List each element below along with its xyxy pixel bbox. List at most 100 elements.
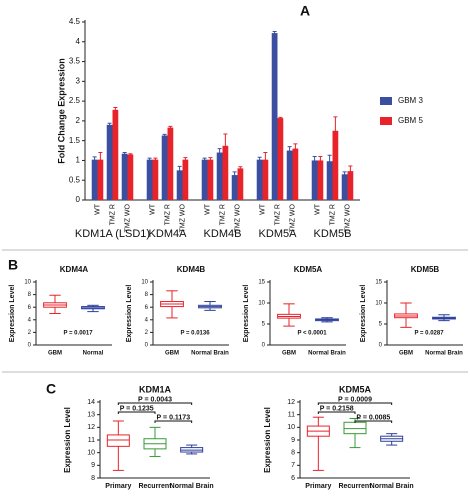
y-tick-label: 11	[288, 412, 295, 419]
error-bar	[217, 148, 222, 157]
error-bar	[168, 125, 173, 130]
y-tick-label: 14	[87, 399, 95, 406]
bar	[201, 159, 208, 200]
y-tick-label: 7	[291, 462, 295, 469]
error-bar	[263, 152, 268, 168]
bar	[311, 160, 318, 200]
significance-label: P = 0.0043	[138, 396, 172, 403]
box	[343, 421, 367, 435]
y-axis-label: Expression Level	[9, 285, 16, 343]
y-tick-label: 9	[291, 437, 295, 444]
bar	[106, 124, 113, 200]
bar	[326, 161, 333, 200]
error-bar	[232, 171, 237, 179]
y-tick-label: 6	[291, 475, 295, 482]
y-axis-label: Expression Level	[243, 285, 250, 343]
x-tick-label: TMZ WO	[124, 203, 131, 232]
y-tick-label: 6	[145, 305, 149, 311]
y-tick-label: 0	[145, 343, 149, 349]
y-tick-label: 4.5	[69, 17, 81, 26]
x-tick-label: WT	[314, 203, 321, 215]
error-bar	[128, 153, 133, 156]
x-tick-label: Normal Brain	[370, 483, 414, 490]
panel-label: B	[8, 257, 18, 273]
y-tick-label: 2	[76, 116, 81, 125]
x-tick-label: Normal Brain	[170, 483, 214, 490]
x-tick-label: Normal Brain	[308, 351, 346, 357]
y-tick-label: 2	[145, 330, 149, 336]
x-tick-label: TMZ WO	[234, 203, 241, 232]
annotation: P = 0.0287	[414, 331, 444, 337]
legend-label: GBM 5	[398, 116, 423, 125]
significance-label: P = 0.2158	[320, 405, 354, 412]
error-bar	[223, 133, 228, 159]
y-axis-label: Expression Level	[63, 407, 72, 473]
legend-label: GBM 3	[398, 96, 423, 105]
x-tick-label: TMZ R	[329, 204, 336, 225]
y-axis-label: Expression Level	[263, 407, 272, 473]
group-label: KDM4B	[204, 228, 242, 240]
y-tick-label: 1.5	[69, 136, 81, 145]
panel-label: A	[300, 3, 310, 19]
x-tick-label: TMZ R	[109, 204, 116, 225]
y-tick-label: 2	[28, 330, 32, 336]
y-tick-label: 0	[76, 195, 81, 204]
y-tick-label: 10	[258, 301, 265, 307]
significance-bracket	[154, 420, 193, 423]
y-tick-label: 0	[379, 343, 383, 349]
bar	[216, 152, 223, 200]
x-tick-label: Primary	[105, 483, 131, 490]
error-bar	[272, 30, 277, 36]
y-tick-label: 2.5	[69, 96, 81, 105]
y-tick-label: 10	[24, 280, 31, 286]
y-tick-label: 3	[76, 76, 81, 85]
significance-label: P = 0.1235	[120, 405, 154, 412]
y-tick-label: 8	[145, 292, 149, 298]
panel-label: C	[46, 381, 56, 397]
error-bar	[312, 155, 317, 165]
x-tick-label: GBM	[48, 351, 62, 357]
y-tick-label: 9	[91, 462, 95, 469]
bar	[237, 168, 244, 200]
error-bar	[208, 157, 213, 163]
legend-swatch	[380, 117, 392, 125]
x-tick-label: GBM	[165, 351, 179, 357]
x-tick-label: Recurrent	[338, 483, 372, 490]
bar	[167, 127, 174, 200]
error-bar	[183, 157, 188, 163]
annotation: P = 0.0017	[63, 331, 93, 337]
error-bar	[162, 133, 167, 138]
group-label: KDM1A (LSD1)	[75, 228, 150, 240]
x-tick-label: Normal	[83, 351, 104, 357]
y-axis-label: Fold Change Expression	[56, 58, 66, 164]
chart-title: KDM1A	[139, 384, 172, 394]
error-bar	[287, 146, 292, 156]
x-tick-label: GBM	[399, 351, 413, 357]
significance-label: P = 0.0085	[356, 414, 390, 421]
x-tick-label: Primary	[305, 483, 331, 490]
bar	[207, 159, 214, 200]
error-bar	[92, 156, 97, 163]
y-tick-label: 6	[28, 305, 32, 311]
bar	[176, 170, 183, 200]
significance-bracket	[317, 402, 393, 405]
x-tick-label: TMZ WO	[179, 203, 186, 232]
bar	[97, 159, 104, 200]
bar	[182, 159, 189, 200]
error-bar	[342, 171, 347, 178]
error-bar	[107, 122, 112, 127]
error-bar	[98, 152, 103, 168]
x-tick-label: WT	[149, 203, 156, 215]
y-tick-label: 4	[76, 37, 81, 46]
y-tick-label: 10	[375, 301, 382, 307]
y-tick-label: 10	[87, 450, 95, 457]
error-bar	[333, 116, 338, 146]
y-axis-label: Expression Level	[360, 285, 367, 343]
y-tick-label: 12	[287, 399, 295, 406]
x-tick-label: Recurrent	[138, 483, 172, 490]
y-tick-label: 0	[28, 343, 32, 349]
bar	[341, 174, 348, 200]
error-bar	[318, 155, 323, 165]
legend-swatch	[380, 97, 392, 105]
